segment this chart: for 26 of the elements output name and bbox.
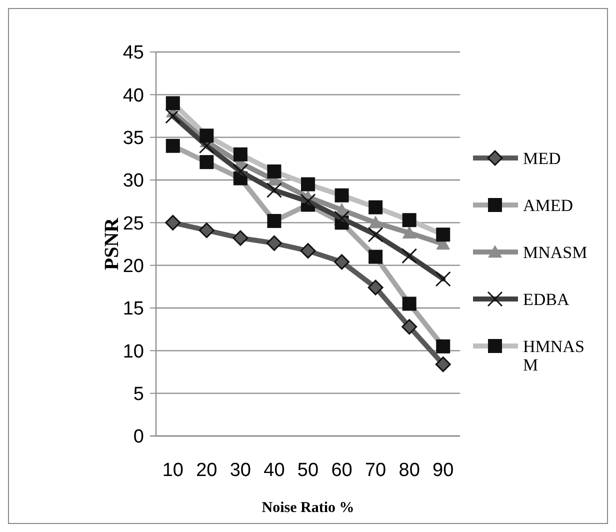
x-tick-label: 90 — [432, 460, 454, 481]
legend-label: AMED — [523, 196, 574, 215]
y-tick-label: 10 — [122, 341, 144, 362]
y-tick-label: 35 — [122, 128, 144, 149]
legend-label: MNASM — [523, 242, 588, 262]
y-tick-label: 5 — [133, 384, 144, 405]
legend-label: EDBA — [523, 290, 570, 309]
x-tick-label: 50 — [297, 460, 319, 481]
y-tick-label: 0 — [133, 426, 144, 448]
x-tick-label: 30 — [230, 460, 252, 481]
y-tick-label: 20 — [122, 256, 144, 277]
x-tick-label: 70 — [364, 460, 386, 481]
y-tick-label: 15 — [122, 298, 144, 320]
y-tick-label: 25 — [122, 213, 144, 234]
legend-label: HMNASM — [523, 336, 584, 375]
y-tick-label: 30 — [122, 170, 144, 192]
x-tick-label: 80 — [398, 460, 420, 481]
x-tick-label: 10 — [162, 460, 184, 481]
y-tick-label: 45 — [122, 42, 144, 64]
x-tick-label: 60 — [331, 460, 352, 481]
x-axis-title: Noise Ratio % — [262, 500, 354, 516]
legend-label: MED — [523, 148, 561, 168]
x-tick-label: 20 — [196, 460, 218, 481]
x-tick-label: 40 — [264, 460, 285, 481]
y-tick-label: 40 — [122, 85, 144, 106]
y-axis-title: PSNR — [101, 217, 123, 270]
